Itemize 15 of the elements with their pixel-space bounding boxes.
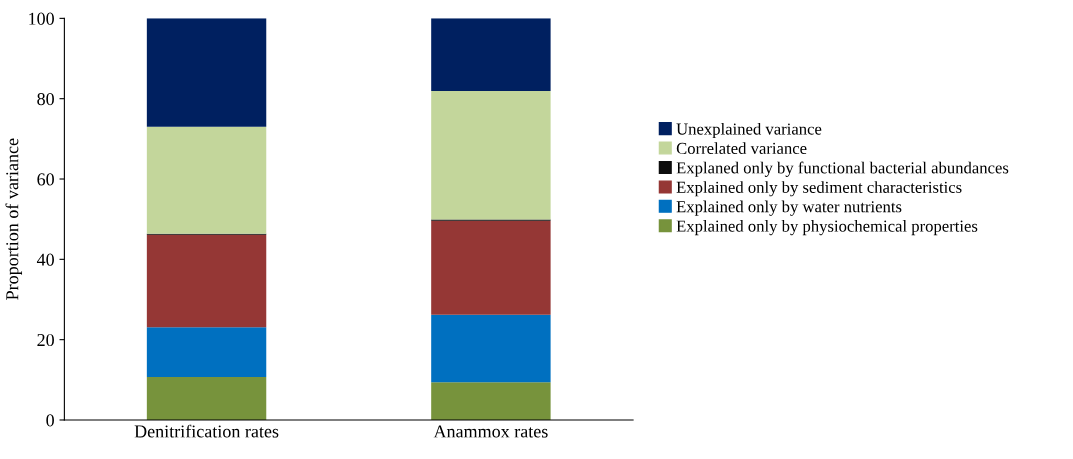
- x-tick-label: Anammox rates: [433, 425, 548, 438]
- y-tick-label: 20: [37, 333, 54, 347]
- legend-label: Explained only by physiochemical properties: [676, 220, 978, 236]
- legend-label: Explained only by sediment characteristics: [676, 181, 962, 197]
- y-tick-label: 0: [46, 414, 54, 427]
- legend-label: Correlated variance: [676, 142, 807, 155]
- y-tick-label: 60: [37, 173, 54, 186]
- legend-label: Explaned only by functional bacterial abundances: [676, 161, 1009, 177]
- y-tick-label: 80: [37, 92, 54, 106]
- y-axis-title: Proportion of variance: [5, 138, 23, 300]
- y-tick-label: 40: [36, 253, 54, 266]
- legend-label: Explained only by water nutrients: [676, 200, 902, 216]
- y-tick-label: 100: [29, 12, 54, 25]
- legend-label: Unexplained variance: [676, 122, 822, 139]
- x-tick-label: Denitrification rates: [134, 424, 279, 438]
